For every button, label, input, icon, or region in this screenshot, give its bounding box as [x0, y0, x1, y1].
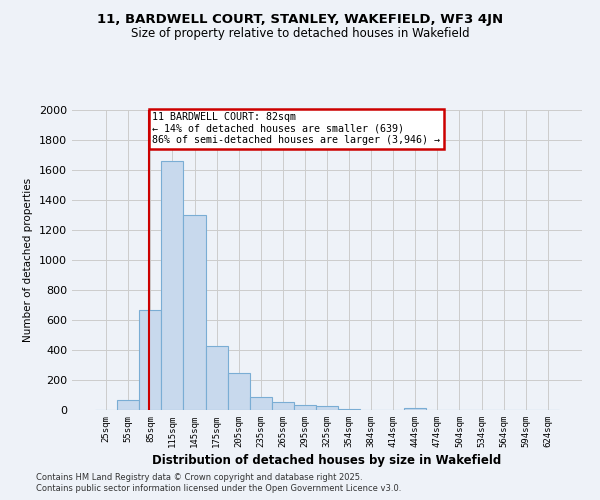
Text: 11 BARDWELL COURT: 82sqm
← 14% of detached houses are smaller (639)
86% of semi-: 11 BARDWELL COURT: 82sqm ← 14% of detach…: [152, 112, 440, 146]
Bar: [139, 310, 161, 410]
Bar: [184, 215, 206, 410]
Text: 11, BARDWELL COURT, STANLEY, WAKEFIELD, WF3 4JN: 11, BARDWELL COURT, STANLEY, WAKEFIELD, …: [97, 12, 503, 26]
Bar: [338, 408, 360, 410]
Bar: [404, 408, 427, 410]
Bar: [250, 396, 272, 410]
Text: Contains public sector information licensed under the Open Government Licence v3: Contains public sector information licen…: [36, 484, 401, 493]
X-axis label: Distribution of detached houses by size in Wakefield: Distribution of detached houses by size …: [152, 454, 502, 467]
Bar: [316, 406, 338, 410]
Bar: [206, 346, 227, 410]
Text: Size of property relative to detached houses in Wakefield: Size of property relative to detached ho…: [131, 28, 469, 40]
Bar: [227, 372, 250, 410]
Bar: [294, 405, 316, 410]
Text: Contains HM Land Registry data © Crown copyright and database right 2025.: Contains HM Land Registry data © Crown c…: [36, 472, 362, 482]
Bar: [161, 161, 184, 410]
Y-axis label: Number of detached properties: Number of detached properties: [23, 178, 34, 342]
Bar: [272, 402, 294, 410]
Bar: [117, 400, 139, 410]
